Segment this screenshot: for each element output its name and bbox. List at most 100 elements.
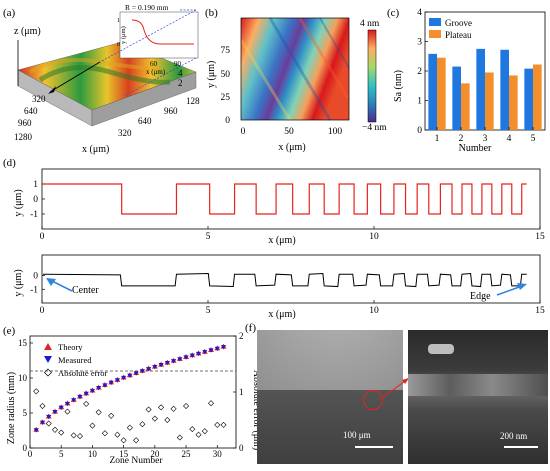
inset-x-label: x (μm)	[146, 68, 166, 76]
measured-point	[64, 401, 71, 407]
bottom-x-tick-label: 15	[535, 306, 545, 316]
measured-point	[127, 373, 133, 378]
right-tick: 640	[138, 116, 152, 126]
bar-groove	[524, 68, 533, 130]
y-tick: 320	[32, 94, 46, 104]
y-tick-label: 3	[417, 38, 422, 48]
x-tick-label: 0	[28, 449, 33, 459]
y-tick-label: 10	[18, 373, 28, 383]
measured-point	[133, 371, 139, 376]
top-plot-frame	[41, 168, 541, 230]
measured-point	[139, 369, 145, 374]
x-tick-label: 5	[59, 449, 64, 459]
arrow-line	[49, 61, 101, 93]
error-point	[120, 437, 127, 444]
x-tick-label: 4	[507, 134, 512, 144]
right-y-tick-label: 1	[239, 387, 244, 397]
heatmap-image	[241, 18, 349, 120]
measured-point	[89, 388, 96, 394]
x-tick-label: 25	[182, 449, 192, 459]
measured-point	[58, 405, 64, 411]
x-axis-label: x (μm)	[278, 142, 305, 153]
panel-c: (c) Sa (nm) Number 0 1 2 3 4 1 2 3 4 5 Groove Pla…	[385, 0, 550, 155]
error-point	[39, 402, 46, 410]
measured-point	[71, 398, 77, 403]
z-tick: 4	[178, 68, 183, 78]
left-y-axis-label: Zone radius (mm)	[6, 372, 17, 444]
bottom-x-tick-label: 10	[369, 306, 379, 316]
right-y-tick-label: 2	[239, 331, 244, 341]
error-point	[95, 409, 102, 416]
colorbar	[367, 29, 377, 123]
error-point	[189, 426, 196, 433]
legend: Groove Plateau	[429, 18, 472, 40]
legend-theory-marker	[44, 343, 52, 350]
inset-curve	[131, 19, 194, 45]
arrow-head	[48, 86, 56, 94]
panel-e-scatter: (e) Zone radius (mm) Absolute error (μm)…	[3, 325, 262, 466]
inset-y-label: y (μm)	[120, 26, 127, 44]
top-profile-line	[42, 183, 527, 215]
error-point	[158, 404, 165, 411]
top-y-axis-label: y (μm)	[13, 189, 24, 216]
x-tick-label: 2	[459, 134, 464, 144]
error-point	[114, 431, 121, 438]
panel-d: (d) y (μm) x (μm) y (μm) x (μm) Center E…	[0, 155, 550, 320]
zoom-circle	[363, 390, 383, 410]
bar-plateau	[533, 64, 542, 130]
error-point	[208, 400, 215, 407]
error-point	[183, 402, 190, 410]
top-y-tick-label: 0	[33, 195, 38, 205]
y-tick-label: 4	[417, 8, 422, 18]
measured-point	[170, 359, 177, 364]
x-tick-label: 15	[119, 449, 129, 459]
bottom-x-tick-label: 0	[40, 306, 45, 316]
bar-groove	[476, 48, 485, 130]
x-axis-label: x (μm)	[82, 144, 109, 155]
bottom-y-tick-label: 0	[33, 272, 38, 282]
right-y-tick-label: 0	[239, 443, 244, 453]
y-tick: 1280	[14, 132, 33, 142]
bar-plateau	[461, 83, 470, 130]
colorbar-min: −4 nm	[362, 123, 387, 133]
y-tick: 960	[18, 118, 32, 128]
bar-plateau	[485, 72, 494, 130]
x-tick: 0	[241, 127, 246, 137]
inset-y-tick: 0	[117, 42, 120, 48]
error-point	[45, 420, 52, 427]
scale-label-right: 200 nm	[500, 431, 528, 441]
scale-bar-right	[504, 446, 538, 448]
legend-measured-label: Measured	[58, 355, 92, 365]
x-tick-label: 20	[150, 449, 160, 459]
panel-a-3d-surface: (a) z (μm) R = 0.190 mm	[3, 3, 205, 155]
measured-point	[83, 391, 89, 397]
right-tick: 960	[164, 106, 178, 116]
x-tick: 100	[328, 127, 343, 137]
legend-swatch-plateau	[429, 30, 441, 38]
measured-point	[202, 350, 208, 355]
panel-label-f: (f)	[245, 322, 256, 334]
scale-bar-left	[355, 446, 393, 448]
panel-label-b: (b)	[205, 7, 218, 19]
y-tick: 0	[225, 116, 230, 126]
top-x-tick-label: 15	[535, 232, 545, 242]
panel-label-a: (a)	[3, 7, 16, 19]
panel-label-e: (e)	[3, 325, 16, 337]
x-tick: 50	[284, 127, 294, 137]
y-tick-label: 15	[18, 338, 28, 348]
measured-point	[52, 410, 58, 415]
right-tick: 320	[118, 128, 132, 138]
x-axis-label: Number	[459, 143, 492, 154]
measured-point	[177, 357, 183, 362]
panel-c-bar-chart: (c) Sa (nm) Number 0 1 2 3 4 1 2 3 4 5 Groove Pla…	[387, 7, 546, 154]
scale-label-left: 100 μm	[343, 430, 371, 440]
edge-arrow-head	[517, 283, 527, 290]
zoom-connector	[380, 377, 410, 400]
edge-arrow-line	[496, 285, 523, 296]
measured-point	[195, 351, 202, 357]
edge-annotation: Edge	[470, 291, 491, 302]
top-y-tick-label: -1	[30, 210, 38, 220]
zoom-arrow-head	[402, 378, 409, 384]
panel-f: (f) 100 μm 200 nm	[245, 320, 550, 466]
y-tick: 50	[221, 70, 231, 80]
